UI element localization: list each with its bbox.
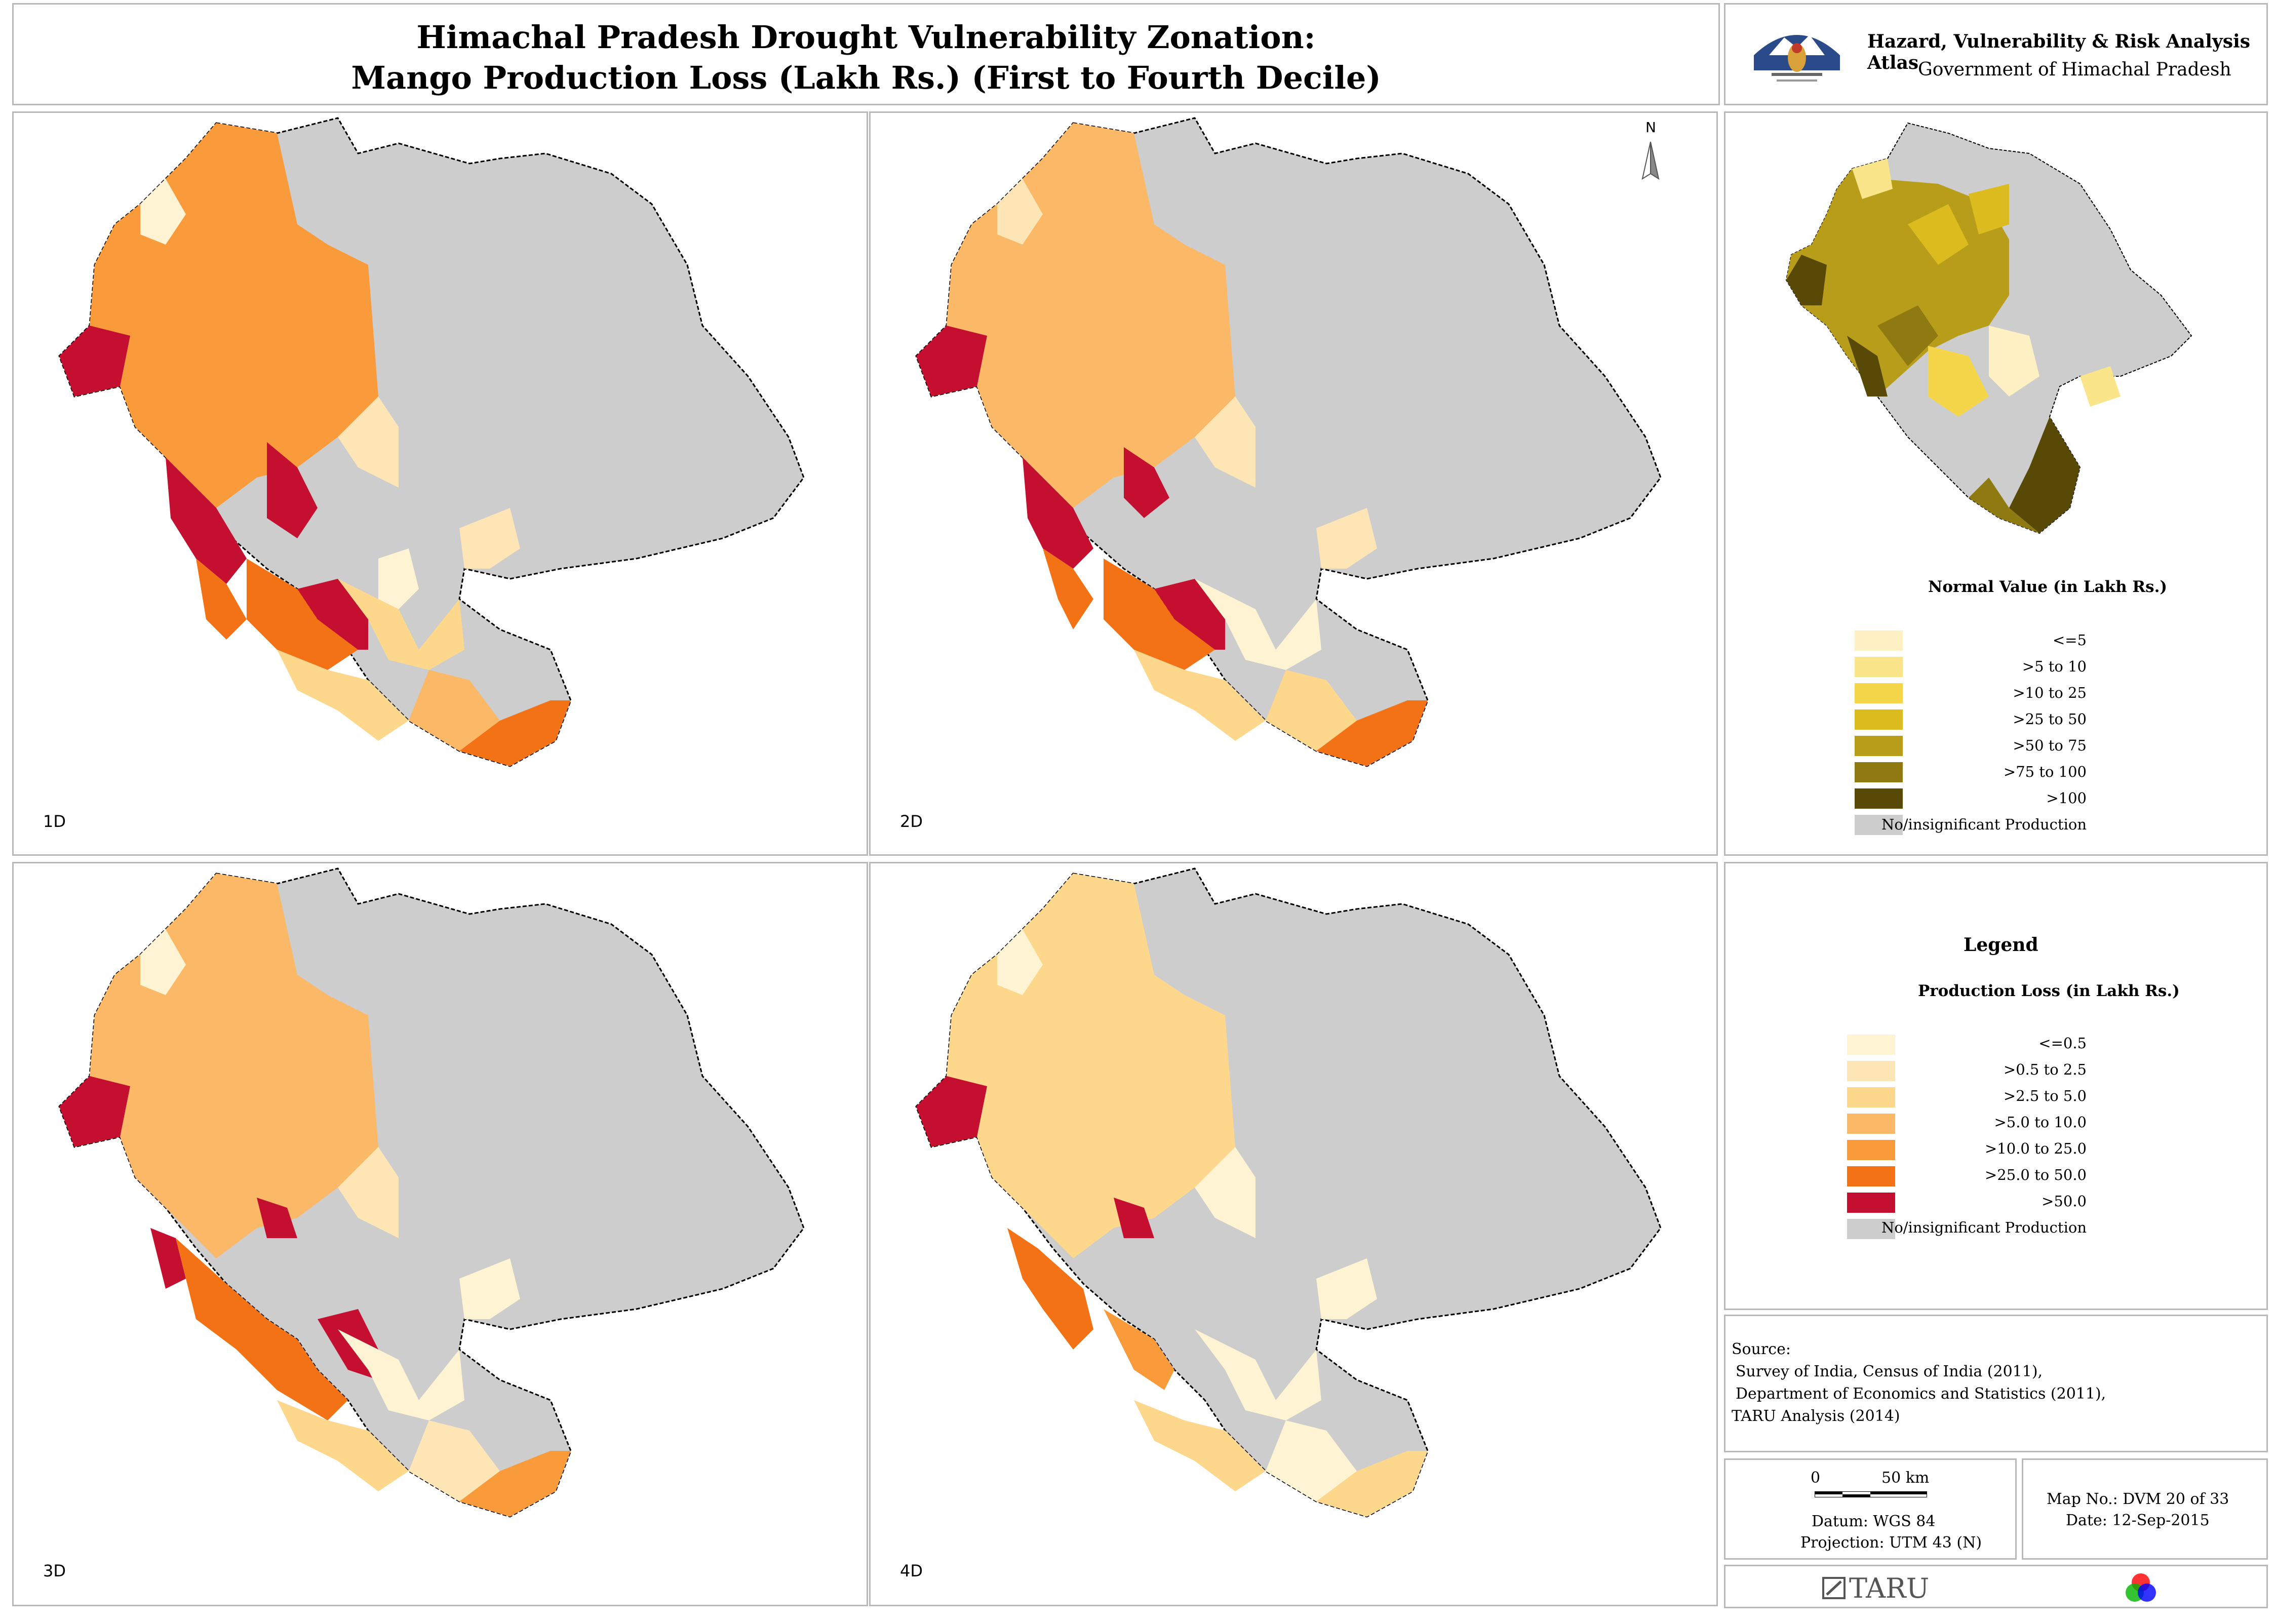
legend-swatch-7 (1847, 1219, 1895, 1239)
inset-swatch-4 (1855, 736, 1903, 756)
north-arrow-icon: N (1635, 119, 1666, 185)
scale-end: 50 km (1881, 1469, 1930, 1487)
inset-swatch-6 (1855, 788, 1903, 809)
rgb-circles-icon (2122, 1571, 2160, 1605)
map-number: Map No.: DVM 20 of 33 (2047, 1490, 2229, 1508)
legend-swatch-4 (1847, 1140, 1895, 1160)
inset-swatch-3 (1855, 709, 1903, 730)
scale-panel: 0 50 km Datum: WGS 84 Projection: UTM 43… (1724, 1458, 2017, 1560)
map-label-1d: 1D (43, 812, 66, 831)
inset-panel: Normal Value (in Lakh Rs.) <=5 >5 to 10 … (1724, 111, 2268, 856)
inset-swatch-7 (1855, 815, 1903, 835)
source-line-3: TARU Analysis (2014) (1732, 1407, 1900, 1425)
legend-panel: Legend Production Loss (in Lakh Rs.) <=0… (1724, 862, 2268, 1310)
inset-label-0: <=5 (2052, 631, 2087, 649)
legend-label-0: <=0.5 (2038, 1035, 2087, 1052)
map-label-3d: 3D (43, 1561, 66, 1580)
legend-swatch-3 (1847, 1114, 1895, 1134)
hp-government-emblem-icon (1749, 20, 1845, 91)
taru-logo-icon (1822, 1576, 1847, 1600)
inset-label-3: >25 to 50 (2013, 710, 2087, 728)
legend-label-4: >10.0 to 25.0 (1985, 1140, 2087, 1157)
map-label-4d: 4D (900, 1561, 923, 1580)
government-name: Government of Himachal Pradesh (1918, 59, 2231, 80)
map-1d (58, 117, 805, 767)
legend-label-3: >5.0 to 10.0 (1994, 1114, 2087, 1131)
atlas-title: Hazard, Vulnerability & Risk Analysis At… (1867, 31, 2251, 73)
legend-label-6: >50.0 (2042, 1193, 2087, 1210)
map-date: Date: 12-Sep-2015 (2066, 1512, 2210, 1529)
inset-label-4: >50 to 75 (2013, 737, 2087, 754)
source-line-2: Department of Economics and Statistics (… (1736, 1385, 2106, 1403)
datum-text: Datum: WGS 84 (1812, 1513, 1936, 1530)
inset-map (1785, 122, 2192, 534)
map-label-2d: 2D (900, 812, 923, 831)
legend-title: Production Loss (in Lakh Rs.) (1918, 982, 2180, 1000)
projection-text: Projection: UTM 43 (N) (1800, 1534, 1982, 1552)
map-panel-1d: 1D (12, 111, 868, 856)
map-panel-2d: N 2D (869, 111, 1718, 856)
inset-label-5: >75 to 100 (2003, 763, 2087, 780)
source-line-1: Survey of India, Census of India (2011), (1736, 1363, 2043, 1380)
legend-swatch-2 (1847, 1087, 1895, 1107)
scale-zero: 0 (1811, 1469, 1821, 1487)
legend-swatch-5 (1847, 1166, 1895, 1186)
inset-label-1: >5 to 10 (2022, 658, 2087, 675)
north-label: N (1645, 119, 1656, 136)
map-4d (915, 867, 1662, 1518)
taru-brand: TARU (1849, 1572, 1930, 1604)
map-2d (915, 117, 1662, 767)
inset-swatch-0 (1855, 630, 1903, 651)
legend-swatch-1 (1847, 1061, 1895, 1081)
legend-swatch-6 (1847, 1193, 1895, 1213)
inset-swatch-5 (1855, 762, 1903, 782)
mapinfo-panel: Map No.: DVM 20 of 33 Date: 12-Sep-2015 (2022, 1458, 2268, 1560)
footer-panel: TARU (1724, 1565, 2268, 1608)
inset-label-2: >10 to 25 (2013, 684, 2087, 701)
map-panel-4d: 4D (869, 862, 1718, 1606)
map-title-line2: Mango Production Loss (Lakh Rs.) (First … (351, 59, 1381, 96)
legend-heading: Legend (1964, 934, 2038, 956)
legend-label-1: >0.5 to 2.5 (2003, 1061, 2087, 1078)
map-panel-3d: 3D (12, 862, 868, 1606)
scale-bar-icon (1815, 1491, 1927, 1497)
inset-swatch-1 (1855, 657, 1903, 677)
inset-legend-title: Normal Value (in Lakh Rs.) (1928, 578, 2168, 596)
inset-label-7: No/insignificant Production (1881, 816, 2087, 833)
map-3d (58, 867, 805, 1518)
title-panel: Himachal Pradesh Drought Vulnerability Z… (12, 3, 1720, 105)
legend-label-5: >25.0 to 50.0 (1985, 1166, 2087, 1183)
legend-label-7: No/insignificant Production (1881, 1219, 2087, 1236)
inset-label-6: >100 (2046, 789, 2087, 807)
source-heading: Source: (1732, 1340, 1791, 1358)
inset-swatch-2 (1855, 683, 1903, 703)
header-panel: Hazard, Vulnerability & Risk Analysis At… (1724, 3, 2268, 105)
legend-label-2: >2.5 to 5.0 (2003, 1087, 2087, 1104)
legend-swatch-0 (1847, 1035, 1895, 1055)
map-title-line1: Himachal Pradesh Drought Vulnerability Z… (416, 19, 1316, 56)
source-panel: Source: Survey of India, Census of India… (1724, 1315, 2268, 1452)
